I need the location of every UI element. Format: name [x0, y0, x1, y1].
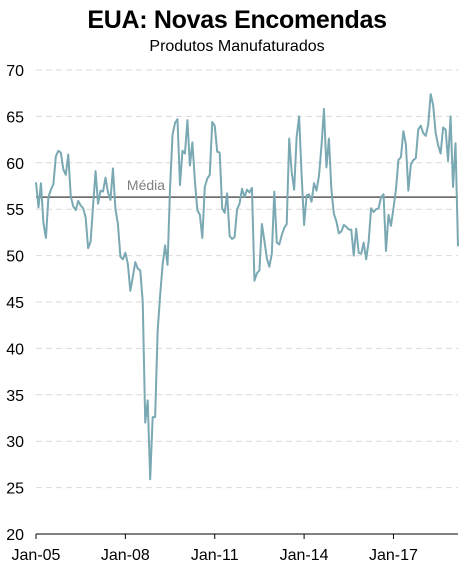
chart-title: EUA: Novas Encomendas [87, 6, 387, 34]
x-tick-label: Jan-11 [191, 547, 239, 564]
x-tick-label: Jan-14 [280, 547, 329, 564]
y-tick-label: 45 [6, 295, 24, 312]
x-axis-ticks: Jan-05 Jan-08 Jan-11 Jan-14 Jan-17 [12, 534, 418, 564]
grid-lines [36, 69, 458, 489]
y-tick-label: 20 [6, 527, 24, 544]
x-tick-label: Jan-08 [101, 547, 150, 564]
x-tick-label: Jan-17 [369, 547, 418, 564]
series-layer [35, 93, 459, 481]
chart-subtitle: Produtos Manufaturados [149, 38, 325, 55]
series-line [35, 93, 459, 481]
y-tick-label: 25 [6, 481, 24, 498]
y-tick-label: 70 [6, 63, 24, 80]
y-tick-label: 65 [6, 109, 24, 126]
y-tick-label: 35 [6, 388, 24, 405]
average-label: Média [127, 177, 165, 193]
y-axis-ticks: 20 25 30 35 40 45 50 55 60 65 70 [6, 63, 24, 544]
y-tick-label: 60 [6, 156, 24, 173]
x-tick-label: Jan-05 [12, 547, 61, 564]
y-tick-label: 55 [6, 202, 24, 219]
y-tick-label: 30 [6, 434, 24, 451]
y-tick-label: 40 [6, 341, 24, 358]
y-tick-label: 50 [6, 249, 24, 266]
